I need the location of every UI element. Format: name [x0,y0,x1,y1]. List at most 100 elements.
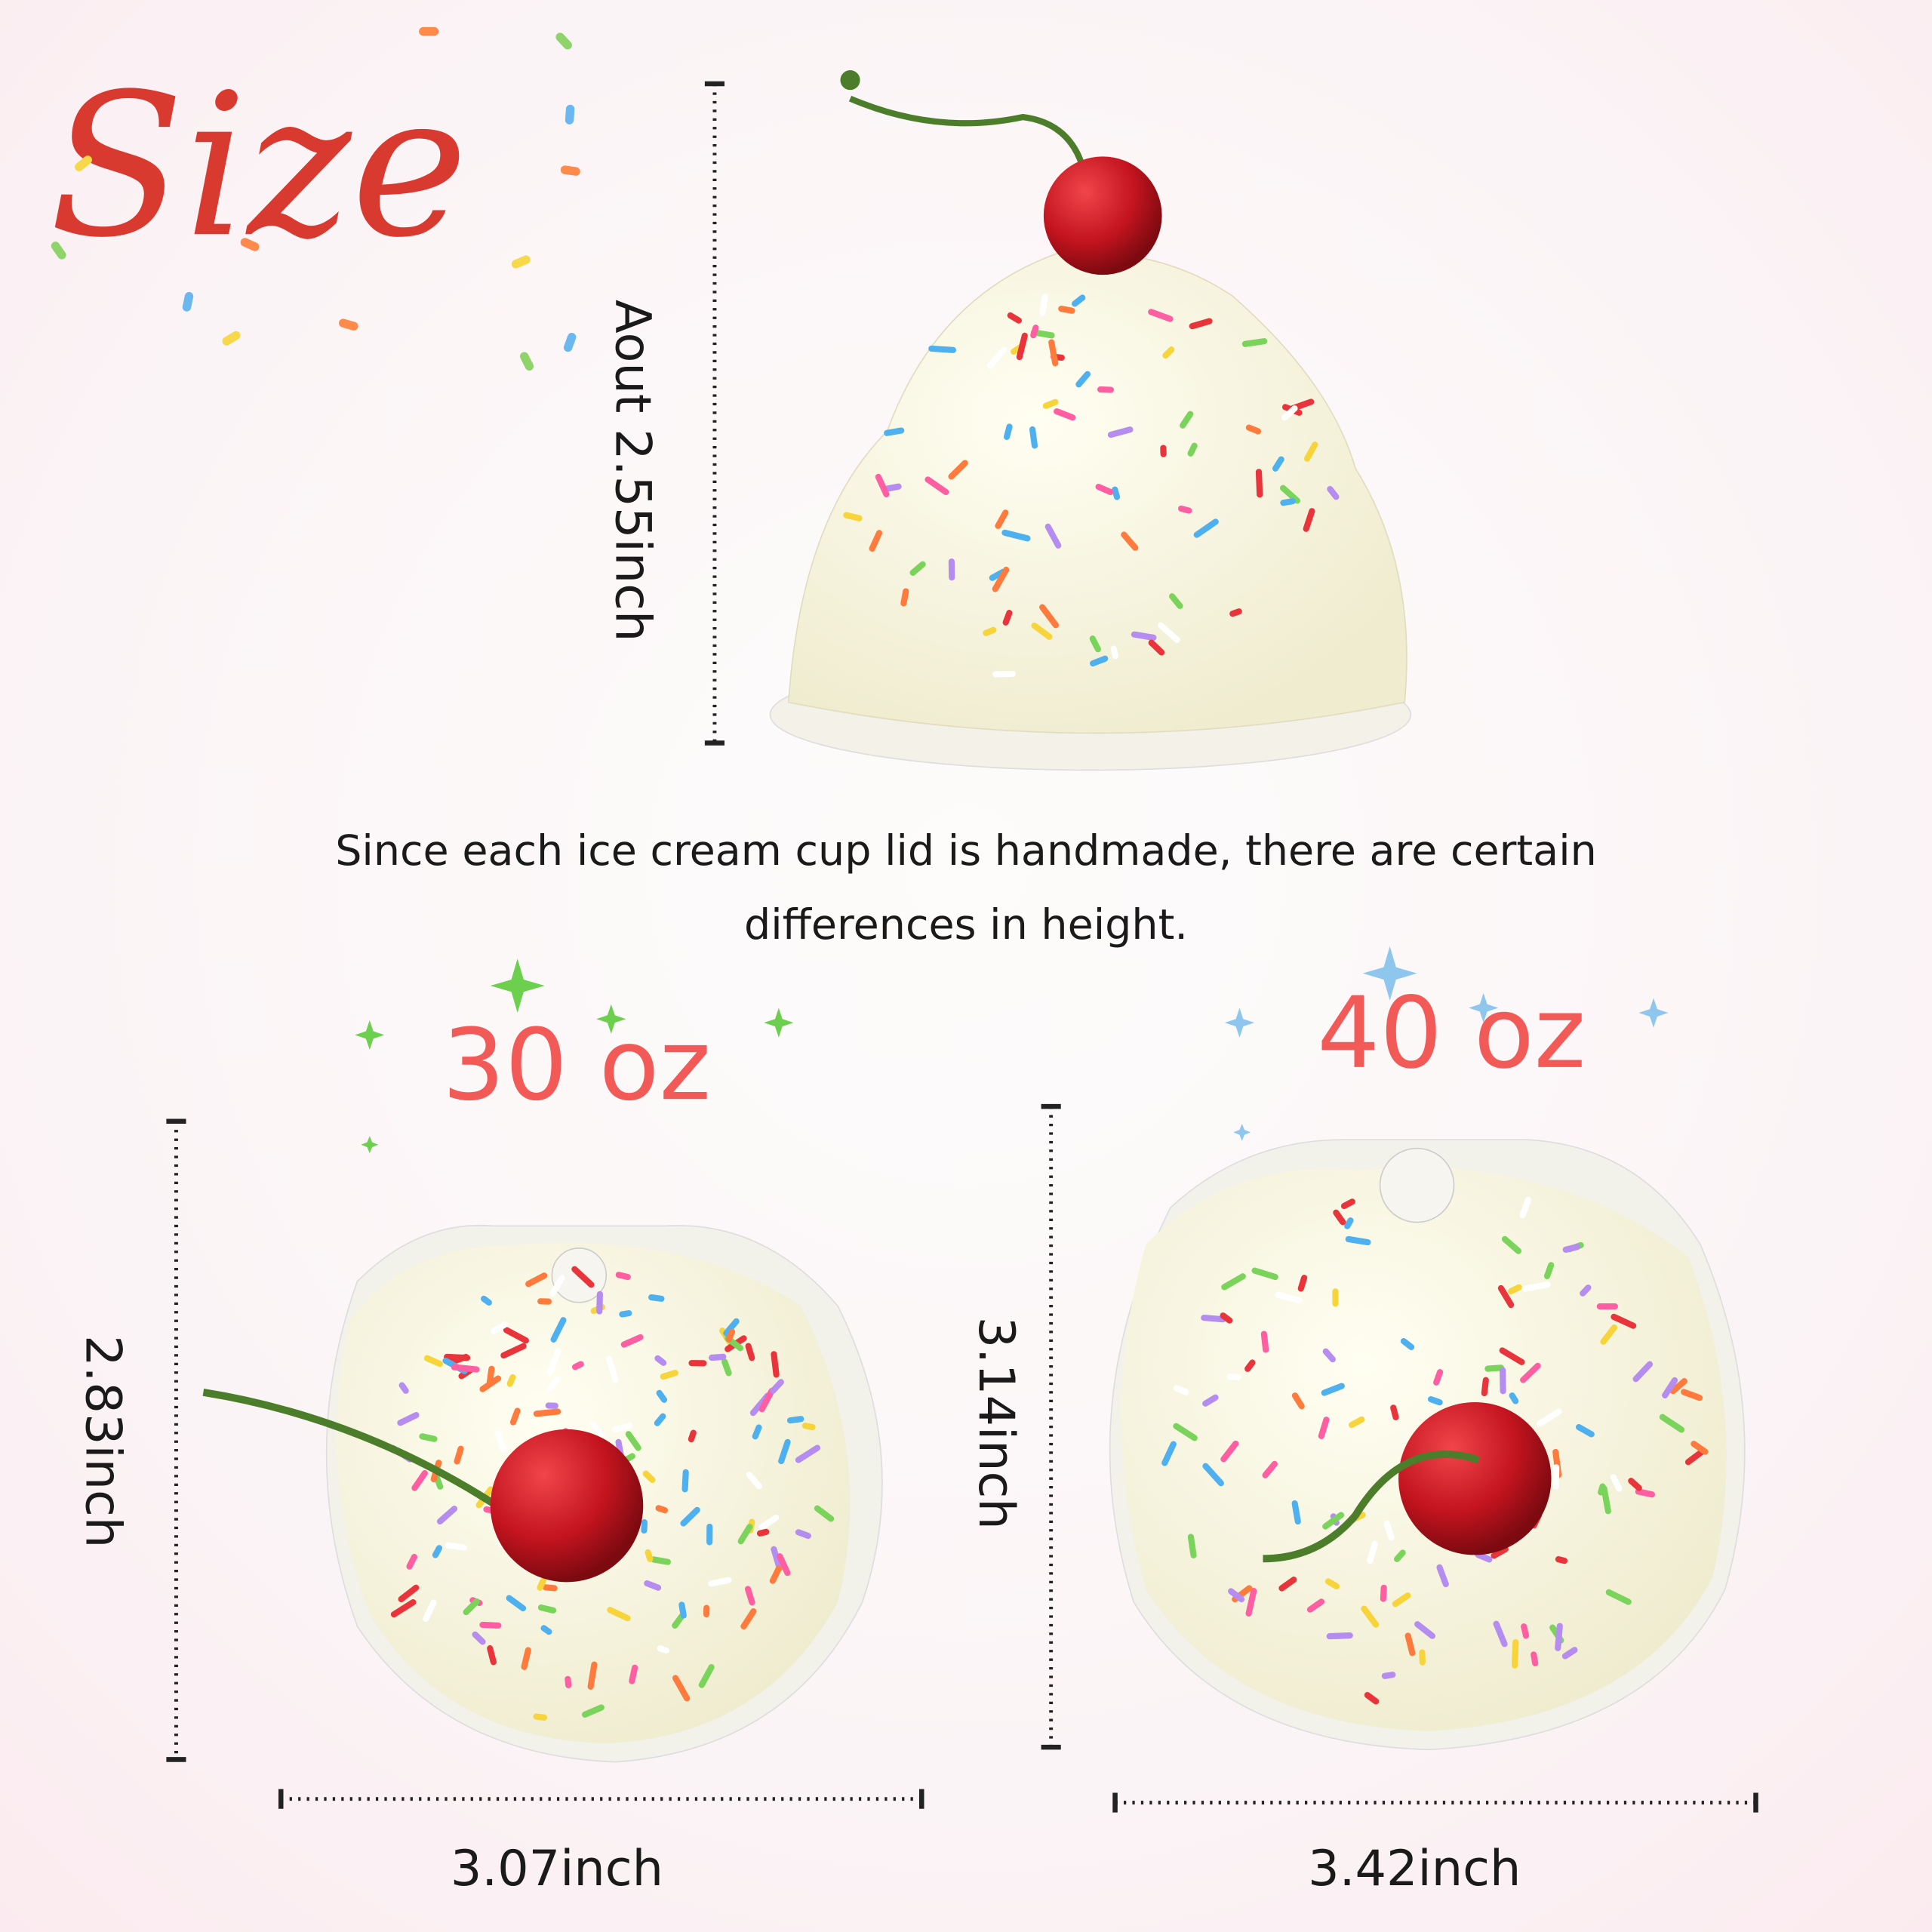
lid-40oz [1109,1139,1746,1751]
sprinkle [432,1545,443,1558]
sprinkle [745,1343,755,1361]
sprinkle [525,1272,548,1287]
sprinkle [1245,424,1262,435]
sprinkle [1340,1198,1355,1210]
sprinkle [1364,1691,1380,1705]
sprinkle [1180,411,1194,429]
sprinkle [445,1542,467,1551]
sprinkle [1044,523,1062,549]
sprinkle [654,1355,667,1366]
sprinkle [651,1556,672,1565]
sprinkle [1414,1621,1435,1639]
sprinkle [615,1272,631,1281]
sprinkle [703,1604,710,1618]
sprinkle [490,1321,509,1335]
sprinkle [1380,1584,1387,1602]
sprinkle [1281,405,1298,421]
sprinkle [1348,1416,1365,1429]
sprinkle [681,1469,689,1493]
sprinkle [678,1601,687,1619]
sprinkle [1500,1367,1506,1395]
sprinkle [657,1645,669,1654]
sprinkle [1228,1588,1245,1603]
sprinkle [533,1713,548,1721]
sprinkle [814,1505,835,1522]
sprinkle [1491,1546,1509,1559]
sprinkle [1031,622,1053,640]
sprinkle [1669,1378,1687,1395]
confetti [240,238,260,251]
sprinkle [411,1469,428,1491]
sprinkle [645,1549,654,1562]
sprinkle [1161,1441,1177,1466]
sprinkle [1220,1440,1239,1463]
sprinkle [1321,1383,1345,1396]
confetti [419,26,439,36]
sprinkle [1322,1512,1345,1530]
note-line: Since each ice cream cup lid is handmade… [335,826,1597,875]
sprinkle [1519,1196,1531,1219]
sprinkle [454,1445,464,1465]
sprinkle [1097,386,1115,393]
sprinkle [1121,531,1139,551]
sprinkle [1272,456,1284,472]
confetti [75,155,92,171]
sprinkle [1427,1395,1443,1406]
sprinkle [1383,1520,1395,1541]
sprinkle [1189,318,1213,330]
sprinkle [744,1586,755,1606]
sprinkle [1499,1347,1525,1365]
sprinkle [1436,1564,1449,1588]
sprinkle [546,1348,561,1376]
sprinkle [706,1523,713,1546]
lid-30oz [202,1224,883,1763]
sprinkle [1095,483,1114,496]
sprinkle [1251,1267,1278,1281]
cherry-stem [1263,1451,1480,1563]
sprinkle [589,1421,605,1438]
sprinkle [655,1505,669,1514]
height-label: 2.83inch [74,1335,131,1548]
sprinkle [1404,1632,1416,1657]
sprinkle [1220,1312,1233,1324]
confetti [339,318,358,331]
sprinkle [1520,1362,1541,1383]
sprinkle [843,512,863,521]
sprinkle [1297,1275,1308,1292]
sprinkle [1048,339,1059,367]
sprinkle [398,1382,409,1394]
sprinkle [423,1355,443,1367]
sprinkle [619,1310,632,1318]
sprinkle [506,1595,527,1612]
sprinkle [487,1645,497,1666]
sprinkle [550,1317,567,1343]
sprinkle [1318,1417,1330,1439]
sprinkle [1169,593,1183,610]
sprinkle [1221,1273,1246,1291]
sprinkle [1326,1632,1353,1640]
sprinkle [1497,1284,1515,1309]
sprinkle [1244,1359,1256,1372]
confetti [182,291,194,312]
sprinkle [1508,1284,1522,1295]
sprinkle [1327,485,1340,500]
sprinkle [506,1374,516,1387]
sprinkle [1016,332,1028,361]
sprinkle [1275,1291,1303,1304]
cherry [1398,1401,1552,1555]
sprinkle [1605,1589,1632,1605]
sprinkle [572,1361,584,1371]
sprinkle [1433,1369,1444,1386]
size-label: 40 oz [1317,976,1586,1091]
sprinkle [1303,508,1315,532]
sprinkle [1632,1361,1654,1383]
sprinkle [869,530,883,552]
cherry-stem [848,95,1088,174]
sprinkle [1039,604,1060,629]
sprinkle [463,1598,480,1616]
sprinkle [948,558,955,581]
sprinkle [660,1370,678,1380]
sprinkle [1521,1281,1551,1292]
sprinkle [1054,408,1076,421]
sprinkle [587,1661,598,1690]
